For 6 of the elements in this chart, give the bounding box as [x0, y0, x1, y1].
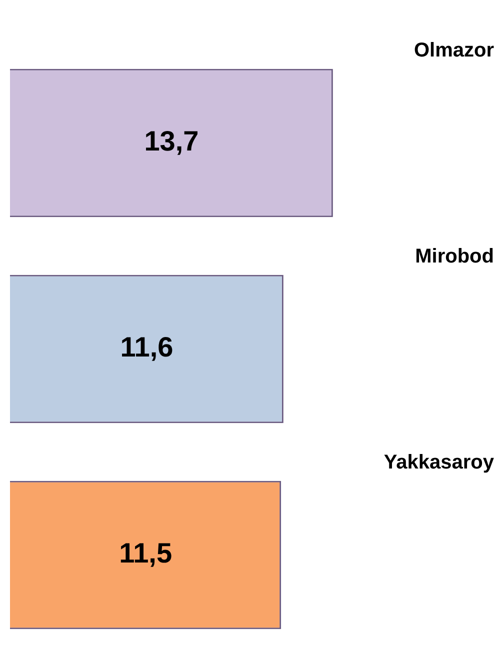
data-label: 11,6 — [120, 332, 174, 363]
data-label: 11,5 — [119, 538, 172, 569]
y-tick-label: Mirobod — [415, 245, 494, 268]
y-tick-label: Olmazor — [414, 39, 494, 62]
y-tick-label: Yakkasaroy — [384, 451, 495, 474]
data-label: 13,7 — [144, 126, 199, 157]
